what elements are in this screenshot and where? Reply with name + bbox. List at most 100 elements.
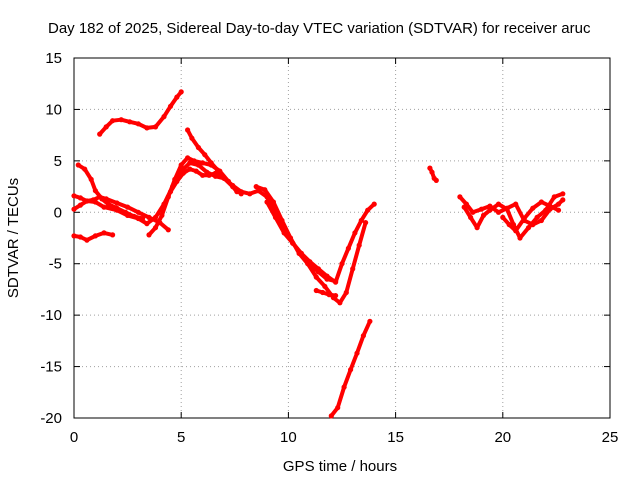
- data-point-s15-5: [495, 201, 502, 207]
- data-point-s15-11: [543, 207, 549, 213]
- data-point-s15-13: [560, 191, 566, 197]
- data-point-s15-8: [517, 235, 523, 241]
- data-point-s5-36: [371, 201, 377, 207]
- data-point-s4-4: [127, 119, 133, 125]
- data-point-s2-1: [82, 166, 88, 172]
- data-point-s3-2: [84, 237, 90, 243]
- data-point-s5-4: [101, 204, 107, 210]
- data-point-s12-1: [335, 405, 341, 411]
- data-point-s3-3: [92, 233, 98, 239]
- data-point-s16-3: [521, 215, 527, 222]
- data-point-s4-10: [174, 94, 180, 100]
- data-point-s2-0: [75, 162, 81, 168]
- x-tick-label-3: 15: [387, 429, 404, 446]
- x-tick-label-0: 0: [70, 429, 78, 446]
- data-point-s16-2: [513, 228, 519, 234]
- data-point-s12-4: [354, 350, 360, 356]
- data-point-s14-10: [538, 217, 545, 224]
- data-point-s8-5: [215, 167, 221, 173]
- data-point-s5-20: [247, 191, 253, 197]
- data-point-s1-11: [165, 227, 171, 233]
- data-point-s8-8: [238, 191, 244, 197]
- y-tick-label-6: -15: [40, 359, 62, 376]
- x-tick-label-5: 25: [602, 429, 619, 446]
- data-point-s3-1: [77, 234, 83, 240]
- data-point-s6-5: [178, 162, 184, 168]
- x-tick-label-1: 5: [177, 429, 185, 446]
- y-tick-label-2: 5: [54, 153, 62, 170]
- data-point-s12-3: [348, 367, 354, 373]
- data-point-s16-7: [555, 207, 562, 213]
- data-point-s9-3: [279, 217, 285, 224]
- data-point-s7-2: [180, 170, 186, 176]
- data-point-s4-6: [144, 125, 150, 131]
- tick-marks: [73, 57, 611, 419]
- data-point-s4-8: [161, 114, 167, 120]
- data-point-s13-1: [429, 169, 435, 175]
- data-point-s8-0: [185, 127, 191, 133]
- data-point-s6-3: [165, 194, 171, 200]
- data-point-s14-5: [495, 209, 502, 215]
- data-point-s5-31: [339, 261, 345, 267]
- chart-title: Day 182 of 2025, Sidereal Day-to-day VTE…: [48, 20, 591, 37]
- data-point-s8-7: [230, 184, 236, 190]
- data-point-s9-11: [343, 289, 349, 296]
- data-point-s5-35: [365, 207, 371, 213]
- data-point-s2-2: [88, 176, 94, 182]
- data-point-s9-7: [313, 274, 319, 280]
- data-point-s7-6: [206, 172, 212, 178]
- data-point-s5-33: [352, 230, 358, 236]
- data-series: [71, 89, 566, 419]
- data-point-s6-2: [159, 212, 165, 218]
- data-point-s6-6: [185, 155, 191, 161]
- data-point-s5-5: [114, 207, 120, 213]
- data-point-s14-2: [470, 209, 476, 215]
- data-point-s14-3: [478, 206, 484, 212]
- data-point-s4-11: [178, 89, 184, 95]
- data-point-s12-6: [367, 318, 373, 324]
- data-point-s11-2: [326, 292, 332, 298]
- data-point-s6-7: [191, 158, 197, 164]
- data-point-s6-1: [152, 225, 159, 231]
- y-tick-label-7: -20: [40, 410, 62, 427]
- data-point-s5-32: [345, 245, 351, 251]
- data-point-s15-9: [525, 225, 532, 231]
- data-point-s1-8: [135, 209, 141, 215]
- data-point-s15-1: [468, 214, 474, 220]
- data-point-s3-4: [101, 230, 107, 236]
- y-tick-label-4: -5: [49, 256, 62, 273]
- data-point-s10-7: [324, 276, 330, 282]
- data-point-s5-9: [152, 214, 159, 220]
- data-point-s16-5: [538, 199, 545, 205]
- data-point-s5-0: [71, 206, 77, 212]
- x-tick-labels: 0 5 10 15 20 25: [70, 429, 619, 446]
- data-point-s11-0: [313, 287, 319, 294]
- data-point-s13-0: [427, 165, 433, 171]
- x-tick-label-4: 20: [494, 429, 511, 446]
- data-point-s16-1: [506, 222, 512, 228]
- data-point-s4-3: [118, 117, 124, 123]
- data-point-s8-1: [189, 135, 195, 141]
- data-point-s4-7: [152, 124, 159, 130]
- y-tick-label-3: 0: [54, 204, 62, 221]
- data-point-s5-34: [358, 217, 364, 224]
- data-point-s1-6: [114, 200, 120, 206]
- data-point-s15-0: [461, 204, 467, 210]
- y-tick-labels: 15 10 5 0 -5 -10 -15 -20: [40, 50, 62, 427]
- data-point-s2-5: [105, 201, 111, 207]
- data-point-s5-6: [125, 212, 131, 218]
- data-point-s12-0: [328, 413, 334, 419]
- data-point-s4-9: [167, 103, 174, 109]
- data-point-s1-1: [77, 195, 83, 201]
- data-point-s3-0: [71, 233, 77, 239]
- data-point-s5-1: [77, 202, 83, 208]
- data-point-s4-0: [97, 131, 103, 137]
- data-point-s10-4: [298, 250, 304, 256]
- data-point-s8-6: [221, 175, 227, 181]
- data-point-s4-2: [110, 118, 116, 124]
- data-point-s15-10: [534, 214, 540, 220]
- data-point-s12-5: [360, 333, 366, 339]
- data-point-s12-2: [341, 384, 347, 390]
